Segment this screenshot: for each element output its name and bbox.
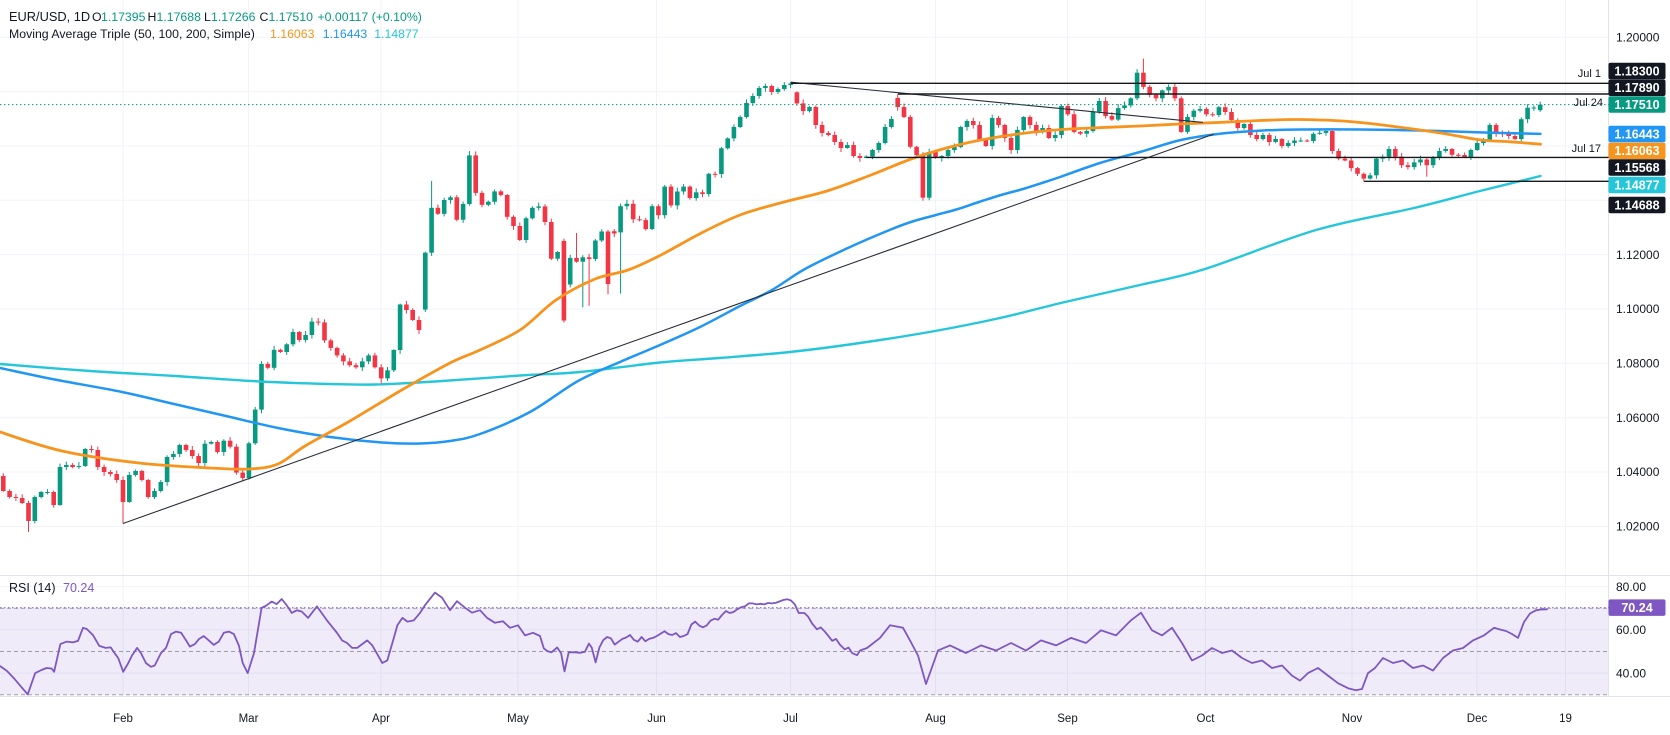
- svg-text:C: C: [260, 10, 269, 24]
- svg-text:1.02000: 1.02000: [1616, 520, 1660, 534]
- svg-text:Aug: Aug: [925, 713, 945, 725]
- svg-text:70.24: 70.24: [1621, 601, 1652, 615]
- svg-text:1.10000: 1.10000: [1616, 302, 1660, 316]
- svg-text:1.12000: 1.12000: [1616, 248, 1660, 262]
- svg-text:1.20000: 1.20000: [1616, 31, 1660, 45]
- svg-text:1.16443: 1.16443: [1614, 127, 1659, 141]
- svg-text:Sep: Sep: [1057, 713, 1077, 725]
- svg-text:1.15568: 1.15568: [1614, 161, 1659, 175]
- svg-text:Nov: Nov: [1342, 713, 1363, 725]
- svg-text:EUR/USD, 1D: EUR/USD, 1D: [9, 9, 90, 24]
- svg-text:60.00: 60.00: [1616, 623, 1646, 637]
- svg-text:O: O: [92, 10, 102, 24]
- svg-text:80.00: 80.00: [1616, 580, 1646, 594]
- svg-text:1.06000: 1.06000: [1616, 411, 1660, 425]
- svg-text:Feb: Feb: [113, 713, 133, 725]
- svg-text:Jul 24: Jul 24: [1574, 97, 1603, 109]
- svg-text:Mar: Mar: [239, 713, 259, 725]
- svg-text:Jul 1: Jul 1: [1578, 68, 1601, 80]
- svg-text:1.08000: 1.08000: [1616, 357, 1660, 371]
- svg-text:19: 19: [1559, 713, 1572, 725]
- svg-text:1.17510: 1.17510: [269, 10, 314, 24]
- svg-text:Dec: Dec: [1467, 713, 1488, 725]
- svg-text:1.17688: 1.17688: [157, 10, 202, 24]
- svg-text:1.14877: 1.14877: [374, 27, 419, 41]
- svg-text:+0.00117 (+0.10%): +0.00117 (+0.10%): [318, 10, 422, 24]
- svg-text:RSI (14): RSI (14): [9, 581, 56, 595]
- svg-text:1.17510: 1.17510: [1614, 98, 1659, 112]
- svg-text:1.14877: 1.14877: [1614, 179, 1659, 193]
- svg-text:Jul 17: Jul 17: [1572, 143, 1601, 155]
- svg-text:1.17395: 1.17395: [101, 10, 146, 24]
- svg-text:Oct: Oct: [1197, 713, 1216, 725]
- svg-text:40.00: 40.00: [1616, 666, 1646, 680]
- svg-text:L: L: [204, 10, 211, 24]
- svg-text:1.16063: 1.16063: [270, 27, 315, 41]
- svg-text:May: May: [507, 713, 529, 725]
- svg-text:H: H: [148, 10, 157, 24]
- svg-text:1.14688: 1.14688: [1614, 199, 1659, 213]
- svg-text:Apr: Apr: [372, 713, 390, 725]
- svg-text:1.18300: 1.18300: [1614, 64, 1659, 78]
- svg-text:70.24: 70.24: [63, 581, 94, 595]
- svg-text:Jul: Jul: [783, 713, 798, 725]
- svg-text:Moving Average Triple (50, 100: Moving Average Triple (50, 100, 200, Sim…: [9, 27, 255, 41]
- svg-text:1.17266: 1.17266: [211, 10, 256, 24]
- svg-text:1.04000: 1.04000: [1616, 465, 1660, 479]
- svg-text:1.16063: 1.16063: [1614, 144, 1659, 158]
- svg-text:1.17890: 1.17890: [1614, 81, 1659, 95]
- svg-text:1.16443: 1.16443: [323, 27, 368, 41]
- svg-text:Jun: Jun: [647, 713, 666, 725]
